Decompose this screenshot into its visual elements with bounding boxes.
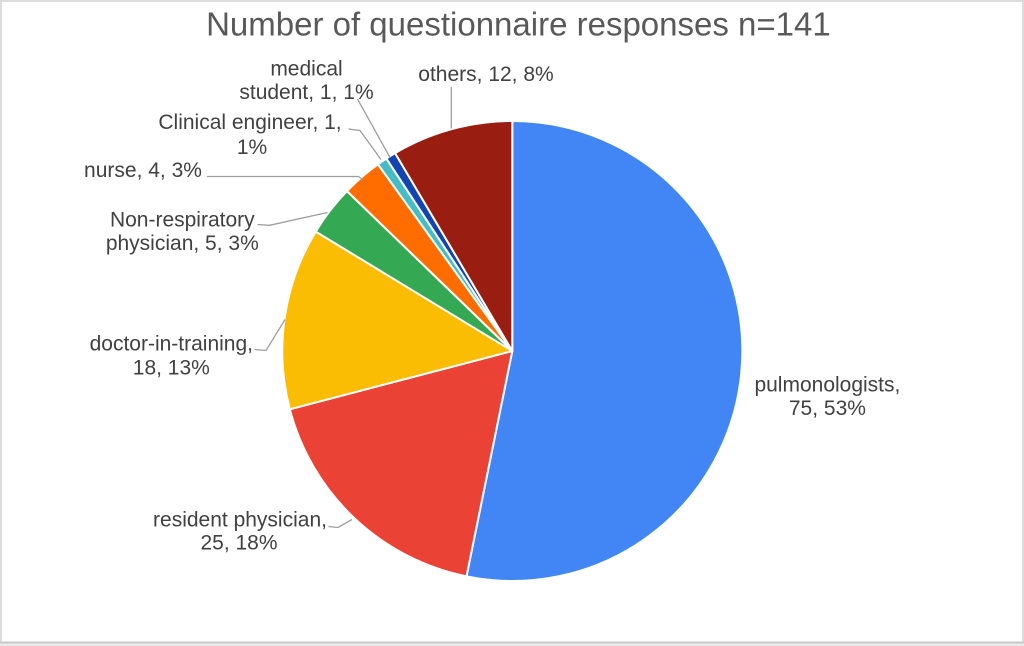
- svg-text:Non-respiratory: Non-respiratory: [110, 209, 255, 232]
- svg-text:pulmonologists,: pulmonologists,: [754, 374, 900, 397]
- svg-text:nurse, 4, 3%: nurse, 4, 3%: [84, 159, 202, 182]
- svg-text:75, 53%: 75, 53%: [789, 397, 866, 420]
- svg-text:medical: medical: [270, 57, 342, 80]
- svg-text:doctor-in-training,: doctor-in-training,: [90, 333, 253, 356]
- svg-text:18, 13%: 18, 13%: [133, 356, 210, 379]
- svg-text:resident physician,: resident physician,: [153, 509, 327, 532]
- svg-text:student, 1, 1%: student, 1, 1%: [239, 81, 373, 104]
- svg-text:25, 18%: 25, 18%: [200, 532, 277, 555]
- svg-text:others, 12, 8%: others, 12, 8%: [418, 63, 553, 86]
- svg-text:Clinical engineer, 1,: Clinical engineer, 1,: [158, 111, 341, 134]
- svg-text:Number of questionnaire respon: Number of questionnaire responses n=141: [206, 5, 831, 42]
- svg-text:physician, 5, 3%: physician, 5, 3%: [106, 232, 259, 255]
- svg-text:1%: 1%: [237, 136, 267, 159]
